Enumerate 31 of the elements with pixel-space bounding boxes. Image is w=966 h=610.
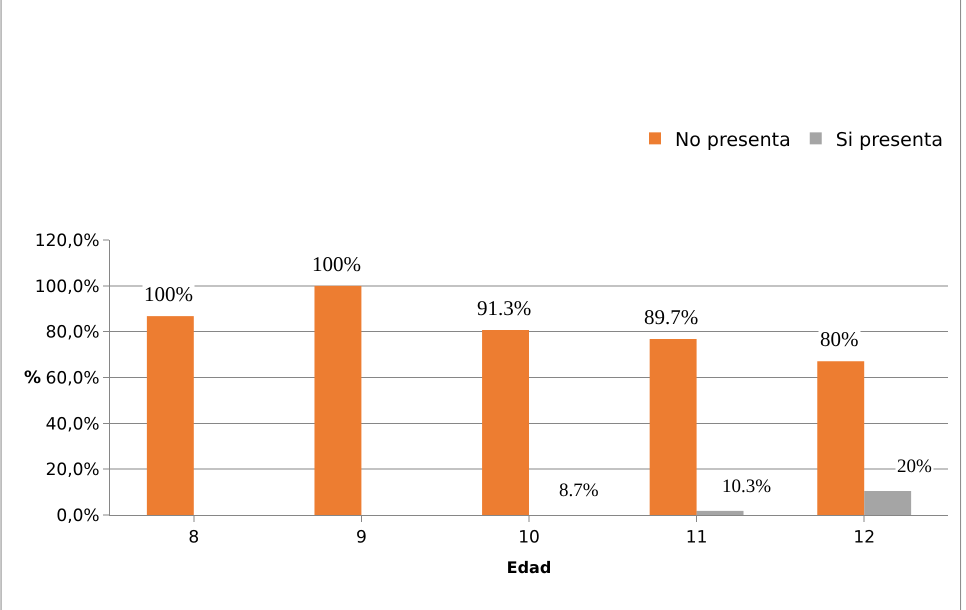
y-axis-title: % bbox=[24, 368, 42, 388]
legend-label: Si presenta bbox=[836, 128, 943, 151]
annotation: 100% bbox=[312, 252, 361, 276]
y-tick-label: 80,0% bbox=[46, 322, 100, 343]
bar bbox=[817, 361, 864, 515]
x-tick-label: 8 bbox=[188, 527, 200, 548]
x-tick-label: 12 bbox=[853, 527, 876, 548]
y-tick-label: 100,0% bbox=[34, 276, 100, 297]
annotation: 80% bbox=[820, 327, 858, 351]
y-tick-label: 120,0% bbox=[34, 230, 100, 251]
bar bbox=[696, 510, 744, 515]
annotation: 10.3% bbox=[722, 476, 772, 497]
bar bbox=[146, 316, 194, 515]
bar bbox=[482, 330, 529, 515]
bar bbox=[650, 339, 697, 515]
y-tick-label: 60,0% bbox=[46, 368, 100, 388]
x-tick-label: 9 bbox=[356, 527, 367, 548]
annotation: 100% bbox=[144, 282, 193, 306]
bar bbox=[314, 286, 362, 515]
annotation: 8.7% bbox=[559, 480, 599, 501]
annotation: 20% bbox=[897, 456, 932, 477]
annotation: 89.7% bbox=[644, 305, 698, 329]
y-tick-label: 20,0% bbox=[46, 460, 100, 480]
bar bbox=[864, 490, 912, 515]
legend-label: No presenta bbox=[675, 128, 791, 151]
x-tick-label: 11 bbox=[686, 527, 708, 548]
x-axis-title: Edad bbox=[506, 558, 552, 578]
y-tick-label: 0,0% bbox=[56, 506, 100, 526]
x-tick-label: 10 bbox=[518, 527, 540, 548]
annotation: 91.3% bbox=[477, 296, 532, 320]
y-tick-label: 40,0% bbox=[46, 414, 100, 434]
